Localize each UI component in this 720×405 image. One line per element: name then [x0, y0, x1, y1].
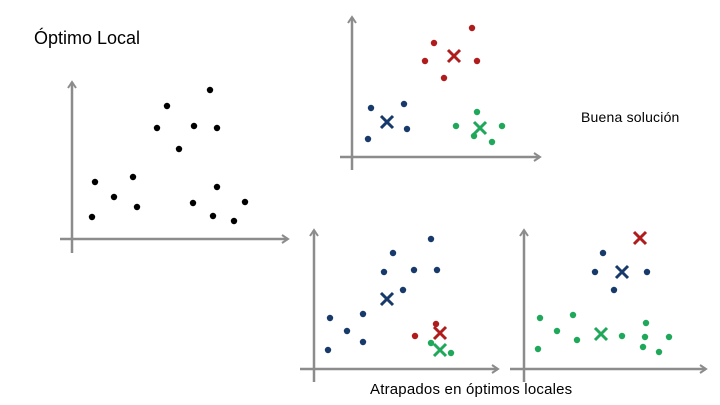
data-point-unlabeled	[241, 198, 249, 206]
centroid-blue-x-icon	[614, 264, 630, 280]
panel-trapped-1	[300, 228, 500, 382]
data-point-green	[427, 339, 435, 347]
data-point-blue	[599, 249, 607, 257]
trapped-label: Atrapados en óptimos locales	[370, 381, 573, 398]
panel-good-solution-marks	[364, 24, 506, 146]
data-point-red	[411, 332, 419, 340]
data-point-blue	[643, 268, 651, 276]
data-point-unlabeled	[213, 124, 221, 132]
data-point-unlabeled	[133, 203, 141, 211]
page-title: Óptimo Local	[34, 28, 141, 48]
data-point-green	[641, 333, 649, 341]
data-point-green	[639, 343, 647, 351]
data-point-unlabeled	[163, 102, 171, 110]
data-point-unlabeled	[189, 199, 197, 207]
data-point-green	[536, 314, 544, 322]
data-point-green	[618, 332, 626, 340]
data-point-blue	[380, 268, 388, 276]
data-point-unlabeled	[88, 213, 96, 221]
data-point-green	[665, 333, 673, 341]
data-point-blue	[591, 268, 599, 276]
centroid-green-x-icon	[472, 120, 488, 136]
data-point-green	[553, 327, 561, 335]
data-point-blue	[326, 314, 334, 322]
data-point-red	[430, 39, 438, 47]
data-point-blue	[389, 249, 397, 257]
data-point-unlabeled	[153, 124, 161, 132]
panel-trapped-2	[510, 228, 708, 382]
data-point-red	[473, 57, 481, 65]
data-point-blue	[324, 346, 332, 354]
data-point-blue	[367, 104, 375, 112]
data-point-blue	[403, 125, 411, 133]
data-point-green	[655, 348, 663, 356]
centroid-red-x-icon	[632, 230, 648, 246]
data-point-blue	[433, 266, 441, 274]
data-point-red	[468, 24, 476, 32]
data-point-unlabeled	[190, 122, 198, 130]
data-point-unlabeled	[206, 86, 214, 94]
data-point-blue	[427, 235, 435, 243]
data-point-blue	[359, 338, 367, 346]
data-point-green	[488, 138, 496, 146]
data-point-blue	[410, 266, 418, 274]
panel-trapped-2-axes	[510, 228, 708, 382]
data-point-blue	[610, 286, 618, 294]
data-point-unlabeled	[129, 173, 137, 181]
good-solution-label: Buena solución	[581, 109, 680, 125]
data-point-blue	[399, 286, 407, 294]
data-point-unlabeled	[209, 212, 217, 220]
data-point-green	[642, 319, 650, 327]
data-point-unlabeled	[230, 217, 238, 225]
data-point-unlabeled	[91, 178, 99, 186]
data-point-unlabeled	[175, 145, 183, 153]
centroid-green-x-icon	[593, 326, 609, 342]
panel-unclustered-axes	[60, 80, 290, 253]
data-point-blue	[359, 310, 367, 318]
centroid-green-x-icon	[432, 342, 448, 358]
data-point-green	[573, 336, 581, 344]
panel-trapped-2-marks	[534, 230, 673, 356]
panel-trapped-1-marks	[324, 235, 455, 358]
data-point-green	[534, 345, 542, 353]
centroid-red-x-icon	[432, 325, 448, 341]
centroid-red-x-icon	[446, 48, 462, 64]
data-point-red	[421, 57, 429, 65]
data-point-green	[473, 108, 481, 116]
panel-good-solution	[340, 15, 542, 170]
panel-unclustered	[60, 80, 290, 253]
data-point-blue	[364, 135, 372, 143]
data-point-blue	[343, 327, 351, 335]
data-point-green	[447, 349, 455, 357]
data-point-blue	[400, 100, 408, 108]
data-point-unlabeled	[213, 183, 221, 191]
data-point-green	[452, 122, 460, 130]
data-point-green	[498, 122, 506, 130]
panel-good-solution-axes	[340, 15, 542, 170]
centroid-blue-x-icon	[379, 291, 395, 307]
data-point-green	[569, 311, 577, 319]
panel-trapped-1-axes	[300, 228, 500, 382]
data-point-red	[440, 74, 448, 82]
centroid-blue-x-icon	[379, 114, 395, 130]
data-point-red	[432, 320, 440, 328]
panel-unclustered-marks	[88, 86, 249, 225]
data-point-unlabeled	[110, 193, 118, 201]
